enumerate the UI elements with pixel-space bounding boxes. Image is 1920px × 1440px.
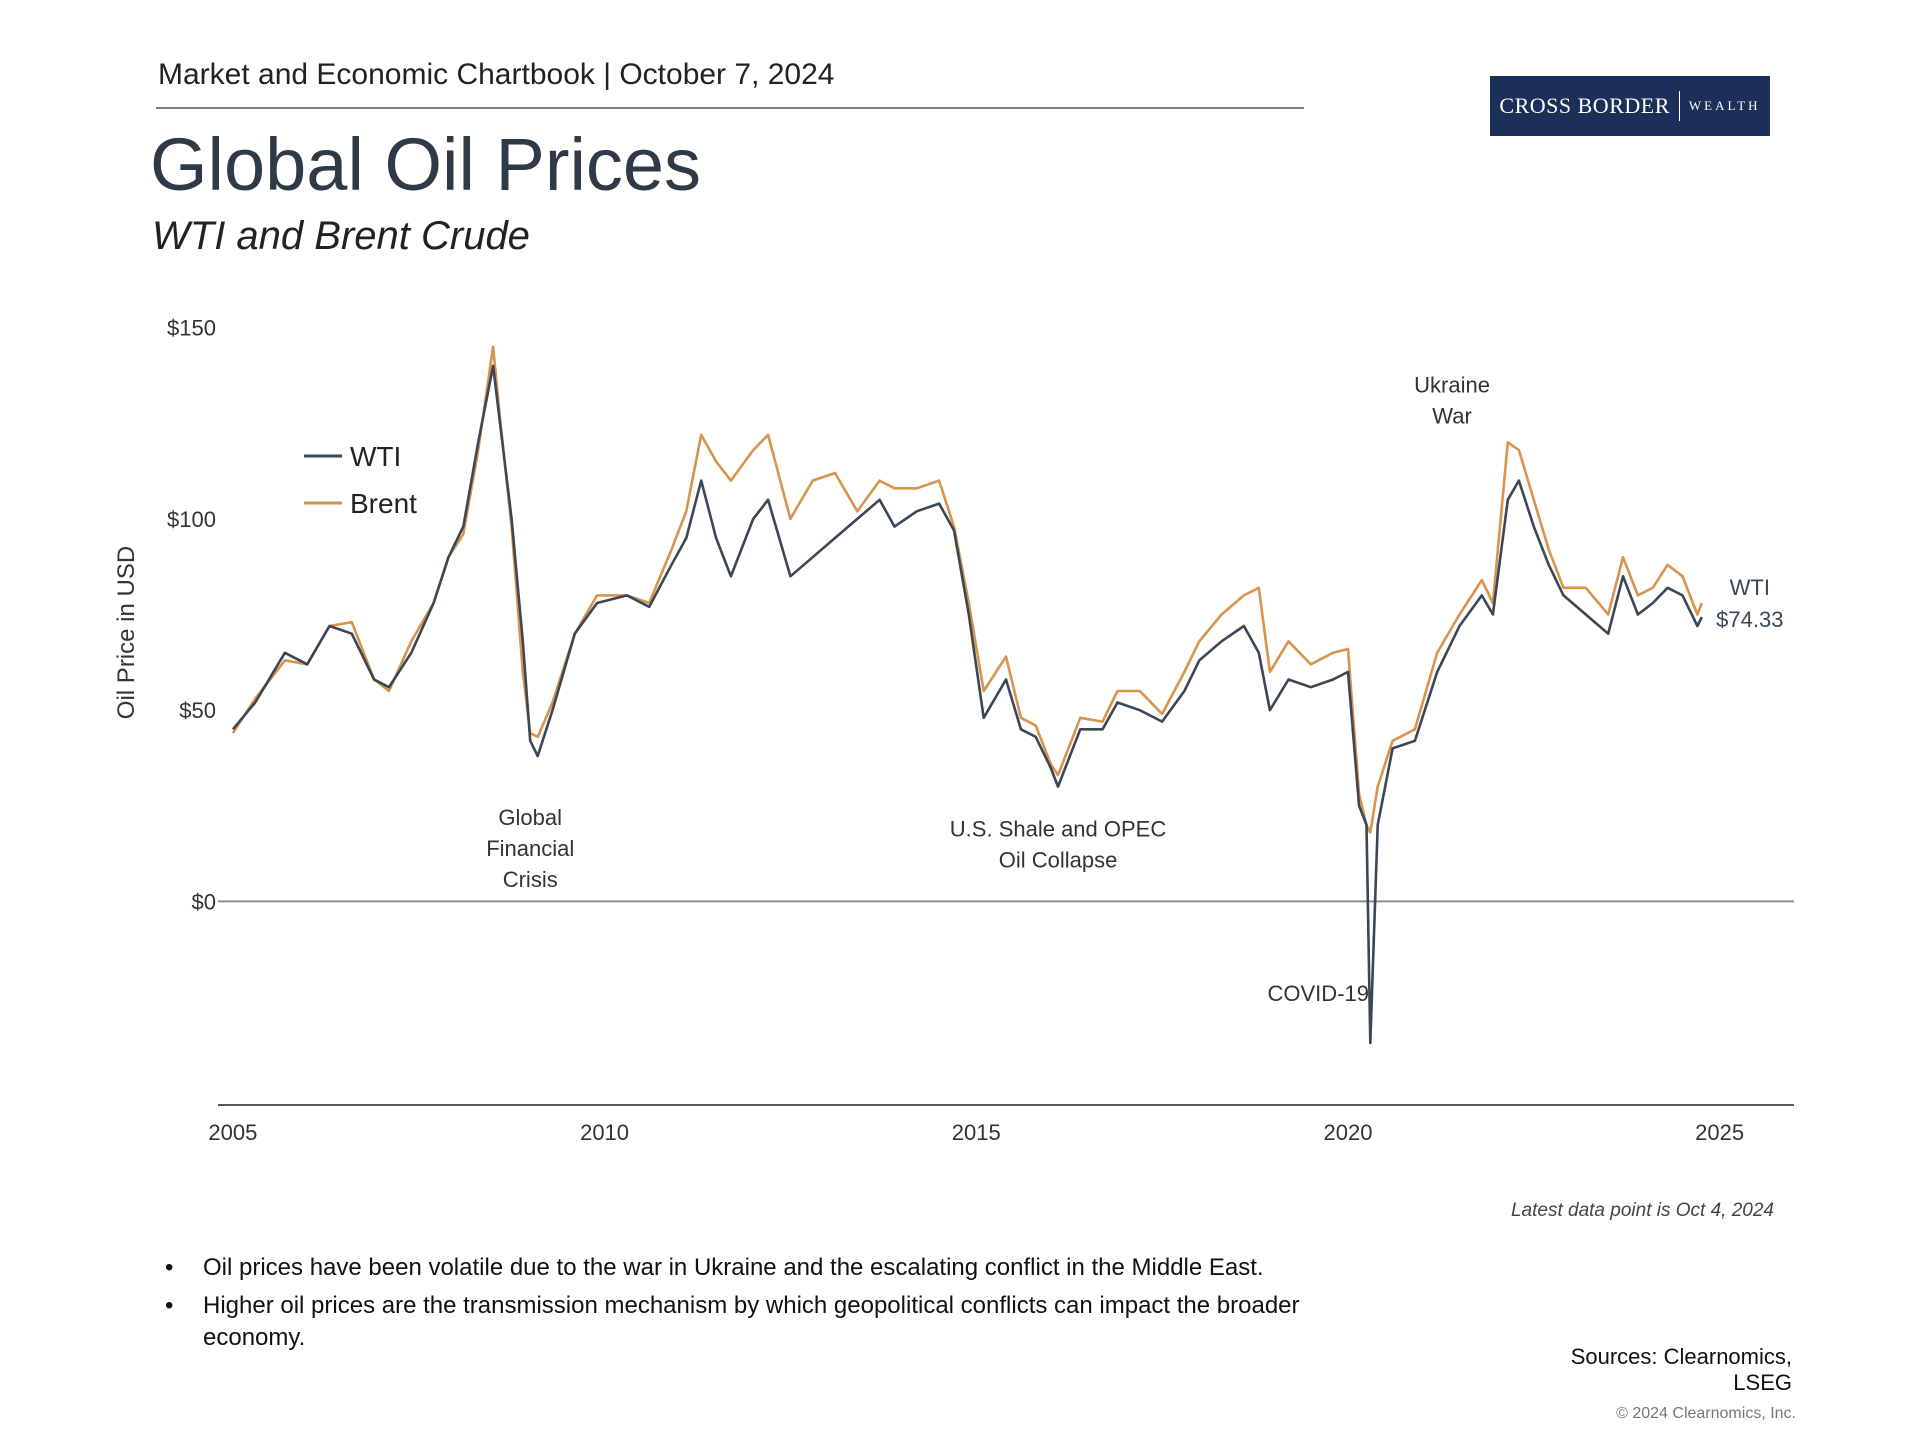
y-tick-label: $0 [192, 889, 216, 914]
y-tick-label: $100 [167, 507, 216, 532]
annotation-label: Global [498, 805, 562, 830]
bullet-list: Oil prices have been volatile due to the… [163, 1252, 1403, 1360]
annotation-label: War [1432, 404, 1472, 429]
logo-main-text: CROSS BORDER [1499, 93, 1670, 118]
annotation-label: COVID-19 [1267, 981, 1368, 1006]
bullet-item: Higher oil prices are the transmission m… [163, 1290, 1403, 1354]
sources-text: Sources: Clearnomics, LSEG [1570, 1344, 1792, 1395]
x-tick-label: 2005 [208, 1120, 257, 1145]
grid-layer [218, 900, 1794, 1106]
x-tick-label: 2025 [1695, 1120, 1744, 1145]
header-text: Market and Economic Chartbook | October … [158, 58, 835, 91]
series-line-brent [231, 345, 1704, 834]
y-axis-title: Oil Price in USD [113, 546, 140, 719]
x-tick-label: 2020 [1323, 1120, 1372, 1145]
end-label-value: $74.33 [1716, 607, 1783, 632]
annotation-label: Ukraine [1414, 373, 1490, 398]
logo-sub-text: WEALTH [1688, 98, 1761, 113]
bullet-item: Oil prices have been volatile due to the… [163, 1252, 1403, 1284]
y-tick-label: $150 [167, 316, 216, 341]
brand-logo: CROSS BORDER WEALTH [1490, 76, 1770, 136]
latest-data-note: Latest data point is Oct 4, 2024 [1510, 1200, 1774, 1221]
header-divider [156, 107, 1304, 109]
logo-separator [1678, 91, 1680, 121]
x-tick-label: 2015 [952, 1120, 1001, 1145]
legend-label-wti: WTI [350, 441, 401, 472]
page-subtitle: WTI and Brent Crude [152, 214, 530, 258]
annotation-label: U.S. Shale and OPEC [950, 816, 1167, 841]
annotation-label: Oil Collapse [999, 847, 1118, 872]
y-tick-label: $50 [179, 698, 216, 723]
annotation-label: Financial [486, 836, 574, 861]
series-line-wti [231, 364, 1703, 1045]
copyright-text: © 2024 Clearnomics, Inc. [1616, 1405, 1796, 1422]
x-tick-label: 2010 [580, 1120, 629, 1145]
end-label-name: WTI [1730, 575, 1770, 600]
label-layer: $0 $50 $100 $150 2005 2010 2015 2020 2025 Oil Pri… [113, 316, 1783, 1145]
annotation-label: Crisis [503, 867, 558, 892]
series-layer [231, 345, 1704, 1045]
legend-label-brent: Brent [350, 488, 417, 519]
page-title: Global Oil Prices [150, 123, 702, 206]
